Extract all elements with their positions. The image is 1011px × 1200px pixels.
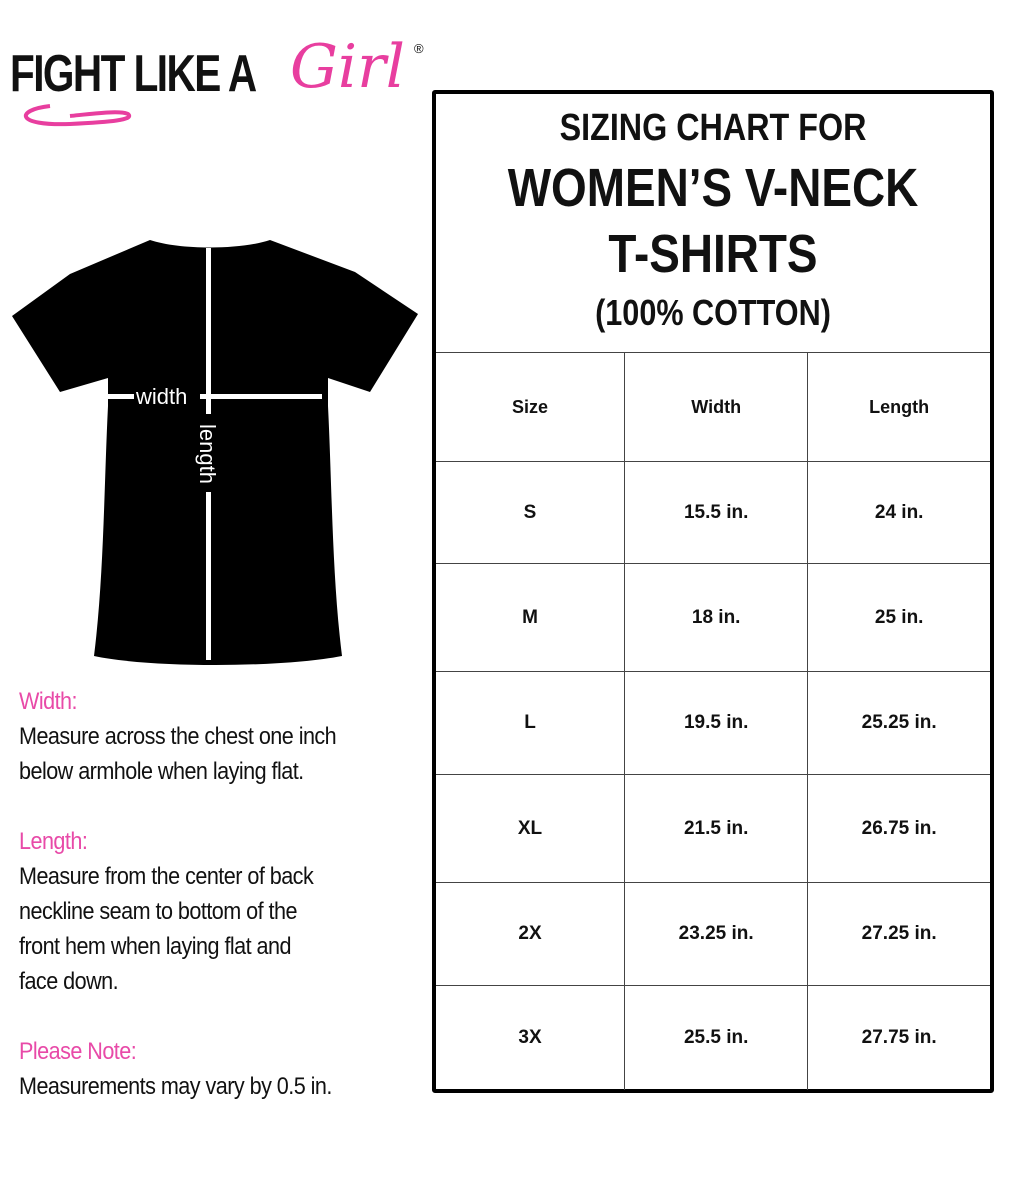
chart-title-line: WOMEN’S V-NECK <box>507 158 919 218</box>
size-cell: 2X <box>436 882 625 986</box>
please-note-line: Measurements may vary by 0.5 in. <box>19 1073 332 1100</box>
width-note-title: Width: <box>19 688 78 715</box>
column-header: Length <box>807 352 990 462</box>
table-row: M 18 in. 25 in. <box>436 563 990 672</box>
length-cell: 27.25 in. <box>807 882 990 986</box>
width-cell: 23.25 in. <box>623 882 809 986</box>
tshirt-diagram: width length <box>12 240 418 665</box>
chart-title: SIZING CHART FOR WOMEN’S V-NECK T-SHIRTS… <box>436 94 990 353</box>
chart-title-line: T-SHIRTS <box>608 224 818 284</box>
length-note-line: neckline seam to bottom of the <box>19 898 298 925</box>
table-row: XL 21.5 in. 26.75 in. <box>436 774 990 883</box>
column-header: Width <box>623 352 809 462</box>
size-cell: M <box>436 563 625 672</box>
length-cell: 27.75 in. <box>807 985 990 1090</box>
size-cell: XL <box>436 774 625 883</box>
table-row: 2X 23.25 in. 27.25 in. <box>436 882 990 986</box>
chart-title-line: SIZING CHART FOR <box>559 107 867 149</box>
width-note-line: Measure across the chest one inch <box>19 723 337 750</box>
length-note-line: front hem when laying flat and <box>19 933 292 960</box>
length-note-line: Measure from the center of back <box>19 863 314 890</box>
size-table: Size Width Length S 15.5 in. 24 in. M 18 in… <box>436 352 990 1090</box>
width-label: width <box>135 384 187 409</box>
length-cell: 25.25 in. <box>807 671 990 775</box>
table-header-row: Size Width Length <box>436 352 990 462</box>
length-note-title: Length: <box>19 828 88 855</box>
registered-mark: ® <box>414 41 424 56</box>
column-header: Size <box>436 352 625 462</box>
fight-like-a-girl-logo: FIGHT LIKE A Girl ® <box>10 32 430 127</box>
logo-script: Girl <box>290 32 405 102</box>
width-note-line: below armhole when laying flat. <box>19 758 304 785</box>
size-cell: L <box>436 671 625 775</box>
length-cell: 26.75 in. <box>807 774 990 883</box>
length-note-line: face down. <box>19 968 119 995</box>
chart-subtitle: (100% COTTON) <box>595 292 831 333</box>
table-row: L 19.5 in. 25.25 in. <box>436 671 990 775</box>
size-cell: S <box>436 461 625 564</box>
width-cell: 18 in. <box>623 563 809 672</box>
length-cell: 25 in. <box>807 563 990 672</box>
width-cell: 25.5 in. <box>623 985 809 1090</box>
width-cell: 15.5 in. <box>623 461 809 564</box>
size-cell: 3X <box>436 985 625 1090</box>
width-cell: 21.5 in. <box>623 774 809 883</box>
width-cell: 19.5 in. <box>623 671 809 775</box>
logo-swoosh <box>23 104 132 127</box>
table-row: 3X 25.5 in. 27.75 in. <box>436 985 990 1090</box>
length-label: length <box>195 424 220 484</box>
please-note-title: Please Note: <box>19 1038 137 1065</box>
sizing-chart: SIZING CHART FOR WOMEN’S V-NECK T-SHIRTS… <box>432 90 994 1093</box>
length-cell: 24 in. <box>807 461 990 564</box>
table-row: S 15.5 in. 24 in. <box>436 461 990 564</box>
logo-text: FIGHT LIKE A <box>10 45 257 103</box>
